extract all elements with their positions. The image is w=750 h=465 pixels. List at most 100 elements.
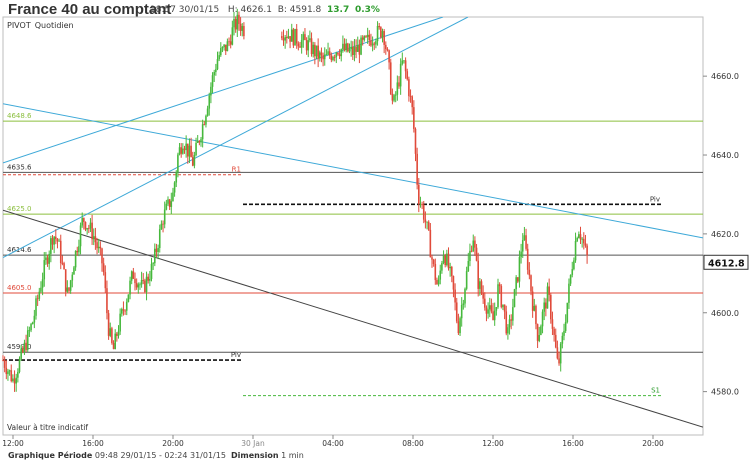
candle-body [452,276,455,290]
candle-body [139,284,141,286]
candle-body [97,246,100,249]
candle-body [535,305,537,325]
candle-body [335,52,338,58]
pivot-label: Piv [231,351,241,359]
candle-body [193,155,196,166]
candle-body [223,44,225,48]
candle-body [53,236,55,245]
last-price-label: 4612.8 [708,258,745,269]
candle-body [86,228,88,230]
candle-body [520,251,522,258]
candle-body [229,41,232,45]
candle-body [211,75,214,87]
candle-body [521,240,524,252]
candle-body [88,228,90,229]
candle-body [286,37,288,39]
candle-body [203,124,206,126]
level-label: 4625.0 [7,205,32,213]
candle-body [436,280,438,285]
candle-body [505,311,508,334]
x-tick-label: 12:00 [482,439,504,448]
candle-body [210,86,212,96]
trendline [3,103,703,239]
candle-body [376,26,379,42]
candle-body [81,218,83,226]
candle-body [74,250,77,268]
candle-body [241,26,244,31]
candle-body [454,289,456,303]
candle-body [307,40,310,51]
candle-body [533,305,536,311]
x-tick-label: 30 Jan [241,439,265,448]
level-label: 4614.6 [7,246,32,254]
quote-low: B: 4591.8 [277,5,322,15]
candle-body [111,328,113,343]
candle-body [48,253,50,264]
candle-body [342,43,344,50]
candle-body [41,279,44,288]
candle-body [195,142,197,156]
candle-body [528,269,531,276]
candle-body [556,347,559,359]
candle-body [431,257,433,260]
candle-body [469,250,471,261]
candle-body [399,63,402,87]
candle-body [299,46,301,48]
candle-body [154,248,156,264]
candle-body [319,52,321,59]
candle-body [424,219,427,223]
candle-body [416,153,418,185]
candle-body [167,199,169,204]
candle-body [17,371,19,378]
candle-body [73,267,75,275]
candle-body [418,184,420,205]
candle-body [101,248,103,264]
candle-body [35,298,37,316]
candle-body [213,72,215,76]
candle-body [191,157,194,166]
y-tick-label: 4640.0 [711,151,739,160]
candle-body [404,60,407,72]
candle-body [201,124,204,140]
footer-bar: Graphique Période 09:48 29/01/15 - 02:24… [8,451,304,460]
candle-body [315,45,318,57]
candle-body [300,40,303,48]
candle-body [58,240,60,242]
candle-body [157,247,159,253]
candle-body [370,40,372,46]
candle-body [8,370,11,372]
candle-body [327,51,329,55]
candle-body [51,238,54,245]
candle-body [561,335,564,344]
candle-body [122,309,125,311]
candle-body [190,145,192,158]
candle-body [5,367,8,375]
candle-body [421,203,423,206]
candle-body [64,269,67,292]
candle-body [419,203,422,205]
candle-body [119,313,121,332]
candle-body [38,291,41,299]
candle-body [231,27,234,45]
candle-body [317,45,319,59]
candle-body [441,263,443,271]
candle-body [333,57,336,58]
candle-body [236,14,239,30]
candle-body [394,94,397,96]
candle-body [513,289,516,308]
candle-body [310,38,313,55]
candle-body [13,378,16,384]
candle-body [320,52,323,56]
candle-body [546,286,549,309]
candle-body [196,141,199,143]
candle-body [26,330,29,350]
candle-body [104,272,107,289]
candle-body [459,318,461,334]
candle-body [568,283,570,303]
candle-body [401,60,404,64]
trendline [3,209,703,428]
candle-body [371,43,374,46]
candle-body [574,241,577,261]
candle-body [518,257,521,282]
